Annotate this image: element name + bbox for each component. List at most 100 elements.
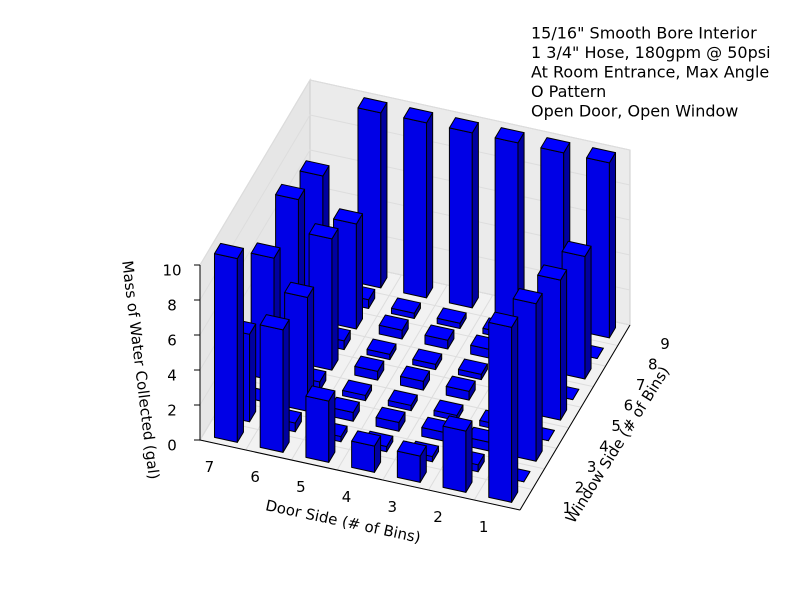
bar-top [250, 242, 281, 259]
annotation: 15/16" Smooth Bore Interior [531, 24, 757, 43]
bar-top [259, 314, 290, 331]
bar-top [284, 281, 315, 298]
bar [396, 440, 427, 483]
bar [284, 281, 315, 412]
bar-side [331, 228, 339, 371]
bar [357, 97, 388, 289]
bar-top [390, 297, 421, 314]
bar [561, 240, 592, 380]
bar [329, 396, 360, 422]
x-tick-label: 1 [479, 518, 489, 536]
bar [488, 311, 519, 503]
bar-top [275, 183, 306, 201]
bar [445, 375, 476, 401]
bar [333, 208, 363, 330]
bar [494, 127, 525, 319]
bar-top [436, 307, 467, 324]
y-tick-label: 7 [636, 376, 646, 394]
y-tick-label: 1 [562, 499, 572, 517]
bar-side [535, 292, 543, 462]
bar-side [236, 247, 244, 443]
bar [403, 107, 434, 299]
bar-top [354, 355, 385, 372]
bar-top [424, 324, 455, 341]
bar-top [213, 242, 244, 260]
annotation: O Pattern [531, 82, 606, 101]
bar-side [584, 245, 592, 380]
x-tick-label: 5 [296, 478, 306, 496]
bar [366, 338, 397, 361]
y-tick-label: 4 [599, 438, 609, 456]
bar-top [442, 415, 473, 432]
bar [442, 415, 473, 493]
y-tick-label: 2 [575, 479, 585, 497]
bar-side [560, 269, 568, 421]
bar [378, 314, 409, 340]
bar-top [308, 223, 339, 240]
bar-top [366, 338, 397, 355]
bar-side [380, 102, 388, 289]
y-tick-label: 8 [648, 355, 658, 373]
bar-front [259, 324, 284, 453]
x-tick-label: 2 [433, 508, 443, 526]
y-axis [519, 324, 631, 511]
x-tick-label: 3 [387, 498, 397, 516]
bar [308, 223, 339, 371]
bar-top [333, 208, 363, 225]
bar-top [433, 399, 464, 416]
bar-front [488, 321, 513, 503]
y-tick-label: 9 [660, 335, 670, 353]
bar [436, 307, 467, 329]
bar-top [396, 440, 427, 457]
bar [537, 264, 568, 421]
x-axis [199, 439, 521, 511]
bar [448, 117, 479, 309]
bar [387, 389, 418, 412]
bar-top [448, 117, 479, 134]
bar-top [512, 287, 543, 305]
bar-top [299, 160, 330, 177]
bar [305, 385, 336, 463]
bar-top [445, 375, 476, 392]
bar [412, 348, 443, 371]
bar [354, 355, 385, 381]
bar [424, 324, 455, 350]
bar-top [561, 240, 592, 258]
x-tick-label: 4 [342, 488, 352, 506]
bar-side [465, 420, 473, 493]
bar-side [471, 122, 479, 309]
bar-top [400, 365, 430, 382]
annotation: At Room Entrance, Max Angle [531, 63, 769, 82]
x-tick-label: 7 [205, 458, 215, 476]
annotation: Open Door, Open Window [531, 102, 738, 121]
bar-front [403, 117, 428, 299]
y-tick-label: 3 [587, 458, 597, 476]
bar-top [537, 264, 568, 281]
bar [342, 379, 373, 402]
bar-top [387, 389, 418, 406]
annotation: 1 3/4" Hose, 180gpm @ 50psi [531, 43, 771, 62]
bar-side [282, 319, 290, 453]
bar-top [351, 430, 382, 447]
x-tick-label: 6 [250, 468, 260, 486]
bar-top [403, 107, 434, 124]
z-tick-label: 6 [167, 332, 177, 350]
bar [457, 358, 488, 381]
z-tick-label: 4 [167, 367, 177, 385]
bar [390, 297, 421, 319]
y-tick-label: 5 [611, 417, 621, 435]
bar [400, 365, 430, 391]
bar-top [305, 385, 336, 402]
z-tick-label: 10 [162, 262, 181, 280]
bar [586, 147, 617, 339]
bar-side [355, 213, 363, 330]
bar [259, 314, 290, 453]
z-tick-label: 2 [167, 402, 177, 420]
bar-side [249, 323, 257, 423]
bar-top [488, 311, 519, 328]
bar-front [494, 137, 519, 319]
bar-front [442, 425, 467, 493]
bar [351, 430, 382, 473]
bar-front [305, 395, 330, 463]
